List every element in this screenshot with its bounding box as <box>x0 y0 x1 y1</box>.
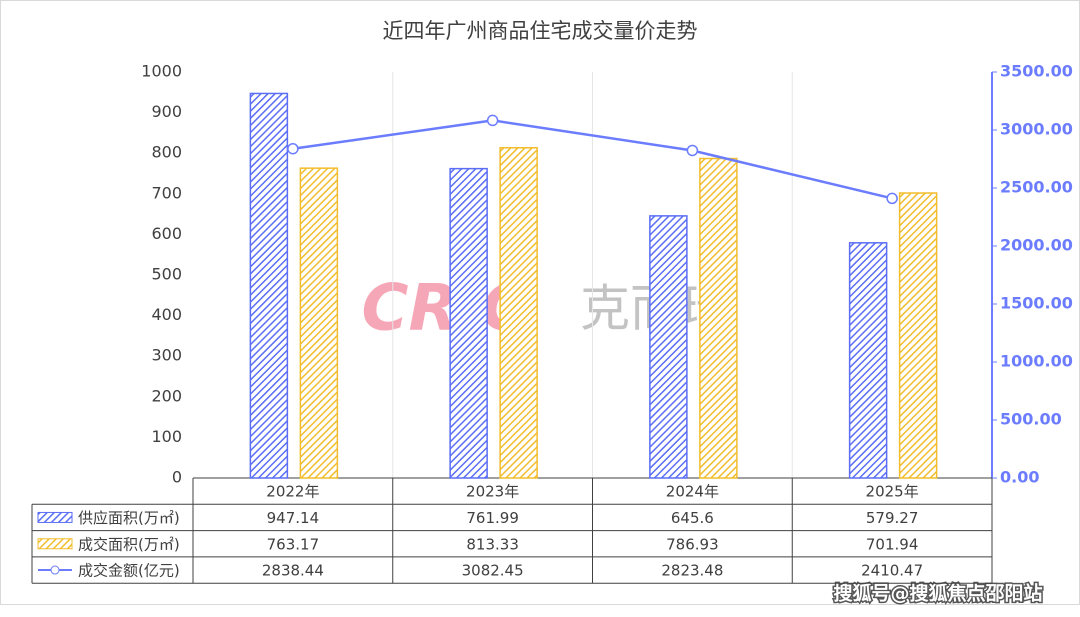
table-value: 947.14 <box>267 509 320 527</box>
table-value: 2823.48 <box>661 562 723 580</box>
y-tick-label: 800 <box>151 143 182 162</box>
bar <box>699 157 738 479</box>
table-value: 763.17 <box>267 535 320 553</box>
legend-label: 供应面积(万㎡) <box>78 509 180 527</box>
y-tick-label: 0 <box>172 468 182 487</box>
y2-tick-label: 3000.00 <box>1000 120 1073 139</box>
legend-point <box>50 565 60 575</box>
bar <box>848 242 888 479</box>
y2-tick-label: 1500.00 <box>1000 294 1073 313</box>
line-point <box>486 114 499 127</box>
table-value: 2410.47 <box>861 562 923 580</box>
y-tick-label: 300 <box>151 346 182 365</box>
y-tick-label: 500 <box>151 265 182 284</box>
y2-tick-label: 2000.00 <box>1000 236 1073 255</box>
table-value: 786.93 <box>666 535 719 553</box>
y-tick-label: 200 <box>151 386 182 405</box>
bar <box>299 167 339 479</box>
y-tick-label: 400 <box>151 305 182 324</box>
y2-tick-label: 2500.00 <box>1000 178 1073 197</box>
x-tick-label: 2022年 <box>266 483 319 501</box>
bar <box>898 192 938 479</box>
y2-tick-label: 500.00 <box>1000 410 1062 429</box>
bar <box>649 215 688 479</box>
table-value: 3082.45 <box>462 562 524 580</box>
legend-label: 成交面积(万㎡) <box>78 535 180 553</box>
legend-swatch <box>37 538 73 550</box>
y-tick-label: 900 <box>151 102 182 121</box>
y2-tick-label: 3500.00 <box>1000 62 1073 81</box>
line-point <box>886 192 898 205</box>
legend-swatch <box>37 511 73 523</box>
table-value: 2838.44 <box>262 562 324 580</box>
table-value: 701.94 <box>866 535 919 553</box>
x-tick-label: 2023年 <box>466 483 519 501</box>
line <box>292 119 893 200</box>
y-tick-label: 100 <box>151 427 182 446</box>
line-point <box>287 142 299 155</box>
line-point <box>686 144 699 157</box>
bar <box>449 167 488 479</box>
table-value: 579.27 <box>866 509 919 527</box>
x-tick-label: 2025年 <box>866 483 919 501</box>
legend-label: 成交金额(亿元) <box>78 562 180 580</box>
table-value: 761.99 <box>466 509 519 527</box>
y2-tick-label: 0.00 <box>1000 468 1039 487</box>
table-value: 813.33 <box>466 535 519 553</box>
y-tick-label: 1000 <box>141 62 182 81</box>
chart-title: 近四年广州商品住宅成交量价走势 <box>383 19 698 43</box>
bar <box>249 92 289 479</box>
x-tick-label: 2024年 <box>666 483 719 501</box>
y-tick-label: 700 <box>151 183 182 202</box>
y-tick-label: 600 <box>151 224 182 243</box>
y2-tick-label: 1000.00 <box>1000 352 1073 371</box>
source: 搜狐号@搜狐焦点邵阳站 <box>833 582 1042 605</box>
table-value: 645.6 <box>671 509 714 527</box>
bar <box>499 147 538 479</box>
